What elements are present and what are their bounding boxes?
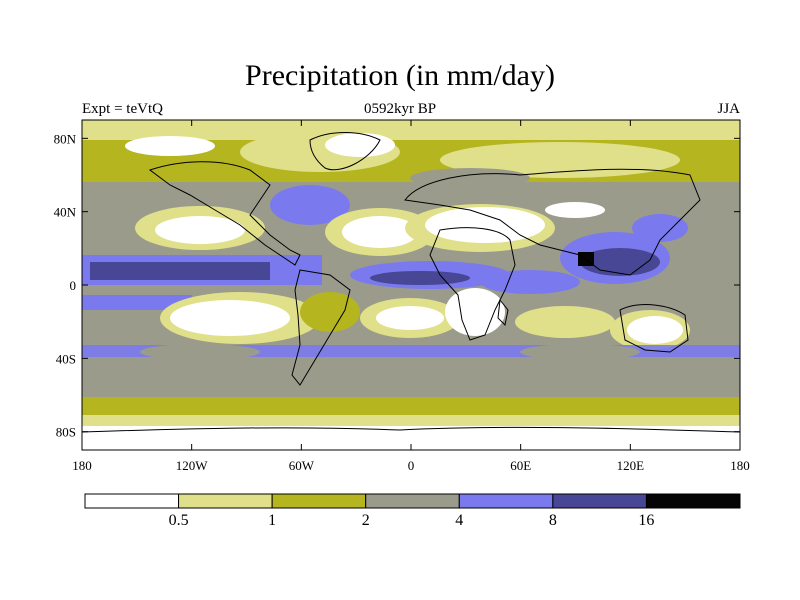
field-antarctic-light [82, 415, 740, 427]
field-sepacific-dry [170, 300, 290, 336]
coast-eurasia [404, 168, 701, 276]
field-antarctic-margin [82, 397, 740, 417]
field-australia-dry [627, 316, 683, 344]
colorbar-label: 0.5 [169, 512, 189, 529]
colorbar-swatch [645, 493, 741, 509]
colorbar-label: 2 [362, 512, 370, 529]
map-title: Precipitation (in mm/day) [245, 59, 555, 92]
coast-north-america [148, 161, 301, 266]
colorbar-label: 4 [455, 512, 463, 529]
lon-tick-label: 180 [72, 458, 92, 473]
field-asian-monsoon-heavy [580, 248, 660, 276]
coast-greenland [309, 132, 381, 171]
field-satlantic-dry [376, 306, 444, 330]
field-greenland-dry [325, 133, 395, 157]
field-natlantic-subtrop-dry [342, 216, 418, 248]
colorbar-swatch [552, 493, 647, 509]
field-south-america [300, 292, 360, 332]
lon-tick-label: 120W [176, 458, 209, 473]
field-southern-africa-dry [445, 288, 505, 336]
field-atlantic-itcz-heavy [370, 271, 470, 285]
field-east-asia [632, 214, 688, 242]
colorbar-swatch [84, 493, 180, 509]
field-npacific-subtrop-dry [155, 216, 245, 244]
colorbar-swatch [271, 493, 367, 509]
coast-south-america [291, 269, 351, 386]
time-label: 0592kyr BP [363, 101, 437, 117]
field-pacific-itcz-heavy [90, 262, 270, 280]
lat-tick-label: 40N [54, 205, 77, 220]
coastlines [82, 132, 740, 433]
axis-ticks: 80N 40N 0 40S 80S 180 120W 60W 0 60E 120E 180 [54, 120, 750, 473]
colorbar-swatch [178, 493, 273, 509]
coast-antarctica [82, 426, 740, 433]
lat-tick-label: 80N [54, 131, 77, 146]
lat-tick-label: 40S [56, 351, 76, 366]
field-indian-itcz [480, 270, 580, 294]
field-storm-track-gap-2 [520, 344, 640, 360]
lat-tick-label: 80S [56, 425, 76, 440]
field-sahara-dry [425, 207, 545, 243]
map-field [82, 120, 740, 450]
lon-tick-label: 120E [617, 458, 645, 473]
field-storm-track-gap [140, 344, 260, 360]
season-label: JJA [717, 101, 740, 117]
field-spcz [82, 295, 192, 310]
lat-tick-label: 0 [70, 278, 77, 293]
coast-australia [619, 304, 689, 353]
field-arctic-light [82, 120, 740, 140]
lon-tick-label: 60E [510, 458, 531, 473]
lon-tick-label: 60W [289, 458, 315, 473]
colorbar-label: 16 [638, 512, 654, 529]
colorbar: 0.5 1 2 4 8 16 [84, 493, 741, 529]
colorbar-swatch [365, 493, 460, 509]
field-gulfstream [270, 185, 350, 225]
lon-tick-label: 0 [408, 458, 415, 473]
coast-madagascar [497, 298, 509, 327]
coast-africa [429, 227, 516, 341]
colorbar-label: 8 [549, 512, 557, 529]
field-arctic-dry [125, 136, 215, 156]
field-europe-moderate [410, 168, 530, 188]
lon-tick-label: 180 [730, 458, 750, 473]
experiment-label: Expt = teVtQ [82, 101, 163, 117]
colorbar-swatch [458, 493, 554, 509]
field-central-asia-dry [545, 202, 605, 218]
colorbar-label: 1 [268, 512, 276, 529]
field-sindian-light [515, 306, 615, 338]
field-southern-ocean [82, 385, 740, 397]
